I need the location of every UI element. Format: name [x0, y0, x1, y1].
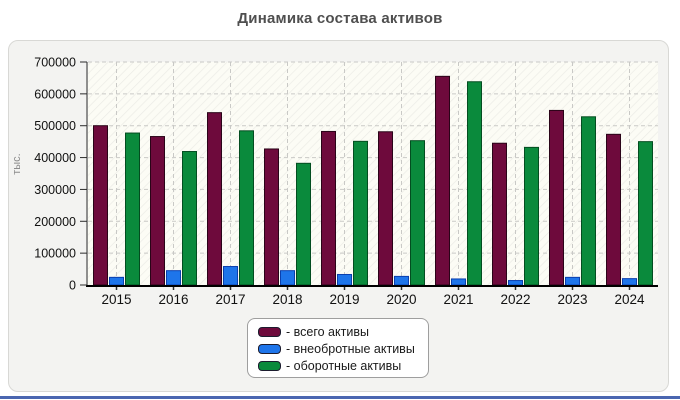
legend-label-noncurrent: - внеобротные активы [286, 342, 415, 356]
bar-total-2024 [606, 133, 621, 286]
x-tick-label: 2022 [500, 292, 530, 307]
bar-current-2017 [239, 130, 254, 286]
y-tick-label: 200000 [34, 215, 76, 229]
bar-noncurrent-2017 [223, 266, 238, 286]
legend-label-current: - оборотные активы [286, 359, 402, 373]
bar-current-2021 [467, 81, 482, 286]
bar-total-2021 [435, 75, 450, 286]
bar-total-2015 [93, 125, 108, 286]
bar-total-2019 [321, 130, 336, 286]
bar-noncurrent-2022 [508, 280, 523, 286]
bar-current-2022 [524, 146, 539, 286]
bar-current-2024 [638, 141, 653, 286]
bar-current-2015 [125, 132, 140, 286]
bar-noncurrent-2020 [394, 275, 409, 286]
x-tick-label: 2023 [557, 292, 587, 307]
bar-total-2022 [492, 142, 507, 286]
bar-total-2018 [264, 148, 279, 286]
x-tick-label: 2016 [158, 292, 188, 307]
y-tick-label: 100000 [34, 247, 76, 261]
y-tick-label: 500000 [34, 119, 76, 133]
window-bottom-accent [0, 396, 680, 399]
x-tick-label: 2018 [272, 292, 302, 307]
chart-title: Динамика состава активов [237, 10, 443, 27]
x-tick-label: 2021 [443, 292, 473, 307]
x-tick-label: 2017 [215, 292, 245, 307]
bar-noncurrent-2023 [565, 276, 580, 286]
bar-noncurrent-2016 [166, 270, 181, 286]
bar-total-2023 [549, 109, 564, 286]
bar-current-2016 [182, 151, 197, 286]
bar-current-2018 [296, 162, 311, 286]
x-tick-label: 2015 [101, 292, 131, 307]
y-tick-label: 300000 [34, 183, 76, 197]
legend-swatch-noncurrent [258, 344, 281, 354]
legend-item-current: - оборотные активы [258, 358, 428, 374]
y-tick-label: 0 [69, 279, 76, 293]
x-tick-label: 2020 [386, 292, 416, 307]
y-tick-label: 700000 [34, 56, 76, 70]
bar-current-2020 [410, 140, 425, 286]
legend-item-total: - всего активы [258, 324, 428, 340]
legend-label-total: - всего активы [286, 325, 369, 339]
y-tick-label: 400000 [34, 151, 76, 165]
x-tick-label: 2019 [329, 292, 359, 307]
bar-total-2016 [150, 136, 165, 286]
bar-noncurrent-2015 [109, 276, 124, 286]
legend-item-noncurrent: - внеобротные активы [258, 341, 428, 357]
bar-current-2023 [581, 116, 596, 286]
bar-total-2017 [207, 112, 222, 286]
bar-noncurrent-2024 [622, 278, 637, 286]
bar-noncurrent-2019 [337, 273, 352, 286]
legend-swatch-current [258, 361, 281, 371]
bar-noncurrent-2018 [280, 270, 295, 286]
x-tick-label: 2024 [614, 292, 645, 307]
legend-box: - всего активы - внеобротные активы - об… [247, 318, 429, 378]
bar-total-2020 [378, 131, 393, 286]
y-tick-label: 600000 [34, 87, 76, 101]
bar-noncurrent-2021 [451, 278, 466, 286]
legend-swatch-total [258, 327, 281, 337]
bar-current-2019 [353, 140, 368, 286]
